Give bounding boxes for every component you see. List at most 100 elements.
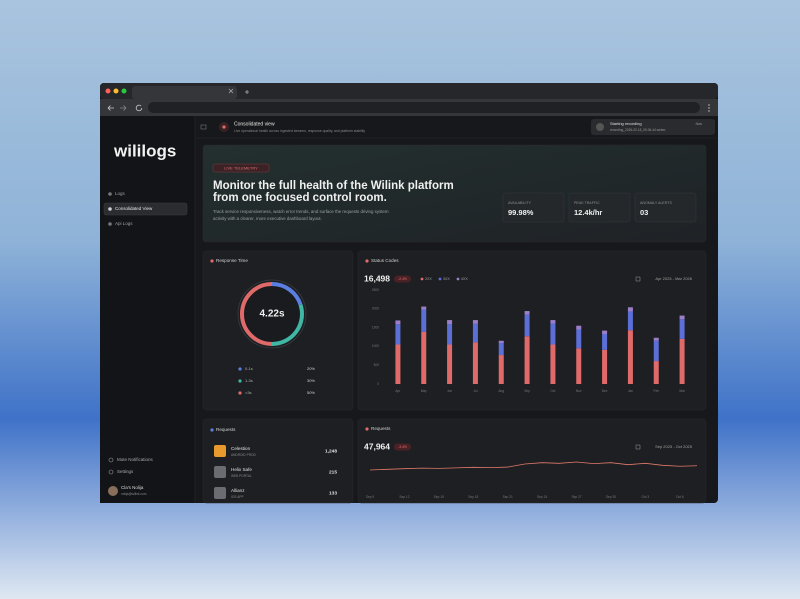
item-name[interactable]: Celestion <box>231 446 251 451</box>
date-range[interactable]: Apr 2025 - Mar 2026 <box>655 276 692 281</box>
legend-dot <box>238 367 242 371</box>
card-title: Response Time <box>216 258 248 263</box>
stat-value: 12.4k/hr <box>574 208 602 217</box>
footer-item[interactable]: Mute Notifications <box>117 457 154 462</box>
stat-box <box>568 192 631 223</box>
user-email: nolija@wilink.com <box>121 492 147 496</box>
menu-dot[interactable] <box>708 107 710 109</box>
card-icon <box>210 428 214 432</box>
toast <box>591 119 715 135</box>
bar-segment <box>498 343 504 356</box>
x-tick-label: Mar <box>679 389 685 393</box>
legend-dot <box>238 391 242 395</box>
bar-segment <box>653 361 659 384</box>
stat-label: PEAK TRAFFIC <box>574 201 600 205</box>
bar-segment <box>524 336 530 384</box>
total: 16,498 <box>364 273 390 283</box>
bar-segment <box>524 311 530 315</box>
menu-dot[interactable] <box>708 110 710 112</box>
calendar-icon <box>635 276 641 282</box>
x-tick-label: Sep 30 <box>606 495 616 499</box>
toast-title: Starting recording <box>610 121 642 126</box>
maximize-button[interactable] <box>121 88 127 94</box>
tab[interactable] <box>132 86 237 99</box>
calendar-icon <box>635 444 641 450</box>
bar-segment <box>627 311 633 331</box>
x-tick-label: Sep 21 <box>503 495 513 499</box>
x-tick-label: Oct <box>550 389 555 393</box>
nav-item[interactable]: Consolidated View <box>115 206 153 211</box>
card-title: Requests <box>216 427 236 432</box>
legend-label: >3s <box>245 390 252 395</box>
nav-item[interactable]: Api Logs <box>115 221 133 226</box>
x-tick-label: Sep <box>524 389 530 393</box>
bar-segment <box>602 333 608 350</box>
user-name: Cla's Nolija <box>121 485 144 490</box>
menu-dot[interactable] <box>708 104 710 106</box>
forward-button[interactable] <box>120 105 127 111</box>
legend-value: 50% <box>307 390 315 395</box>
x-tick-label: Oct 6 <box>676 495 684 499</box>
x-tick-label: Jan <box>628 389 633 393</box>
toast-file: recording_2026-02-18_09-06-44.webm <box>610 128 666 132</box>
change-text: -3.4% <box>398 445 407 449</box>
legend-dot <box>420 277 424 281</box>
legend-value: 20% <box>307 366 315 371</box>
x-tick-label: Jun <box>447 389 452 393</box>
date-range[interactable]: Sep 2025 - Oct 2025 <box>655 444 693 449</box>
bar-segment <box>421 331 427 384</box>
badge <box>212 163 270 173</box>
sidebar-toggle[interactable] <box>200 124 207 130</box>
stat-box <box>502 192 565 223</box>
close-button[interactable] <box>105 88 111 94</box>
x-tick-label: Oct 3 <box>642 495 650 499</box>
bar-segment <box>550 323 556 345</box>
bar-segment <box>679 319 685 339</box>
nav-item[interactable]: Logs <box>115 191 126 196</box>
bar-segment <box>498 340 504 344</box>
item-icon <box>214 445 226 457</box>
x-tick-label: May <box>421 389 427 393</box>
minimize-button[interactable] <box>113 88 119 94</box>
footer-item[interactable]: Settings <box>117 469 134 474</box>
bar-segment <box>395 344 401 384</box>
badge-text: LIVE TELEMETRY <box>224 165 258 170</box>
x-tick-label: Sep 12 <box>399 495 409 499</box>
card <box>357 250 707 411</box>
back-button[interactable] <box>107 105 114 111</box>
x-tick-label: Sep 15 <box>434 495 444 499</box>
bar-segment <box>576 329 582 349</box>
y-tick-label: 0 <box>377 382 379 386</box>
bar-segment <box>395 320 401 325</box>
center-label: 4.22s <box>259 309 284 320</box>
legend-label: 4XX <box>461 277 468 281</box>
logo: wililogs <box>113 141 176 160</box>
item-name[interactable]: Allianz <box>231 488 245 493</box>
x-tick-label: Sep 27 <box>571 495 581 499</box>
bar-segment <box>447 324 453 345</box>
item-icon <box>214 487 226 499</box>
new-tab[interactable] <box>245 90 249 94</box>
bar-segment <box>679 315 685 320</box>
address-bar[interactable] <box>148 102 700 113</box>
bar-segment <box>653 337 659 341</box>
stat-value: 03 <box>640 208 648 217</box>
x-tick-label: Feb <box>654 389 660 393</box>
x-tick-label: Sep 24 <box>537 495 547 499</box>
hero-description: activity with a clearer, more executive … <box>213 216 322 221</box>
item-icon <box>214 466 226 478</box>
bar-segment <box>627 330 633 384</box>
nav-icon <box>108 192 112 196</box>
item-sub: WEB PORTAL <box>231 474 252 478</box>
reload-button[interactable] <box>135 104 143 112</box>
x-tick-label: Dec <box>602 389 608 393</box>
bar-segment <box>524 314 530 337</box>
nav-active <box>103 202 188 216</box>
item-name[interactable]: Helix Safe <box>231 467 252 472</box>
tab-close[interactable] <box>228 88 234 94</box>
footer-icon <box>108 457 114 463</box>
bar-segment <box>447 344 453 384</box>
bar-segment <box>602 330 608 334</box>
bar-segment <box>447 320 453 325</box>
